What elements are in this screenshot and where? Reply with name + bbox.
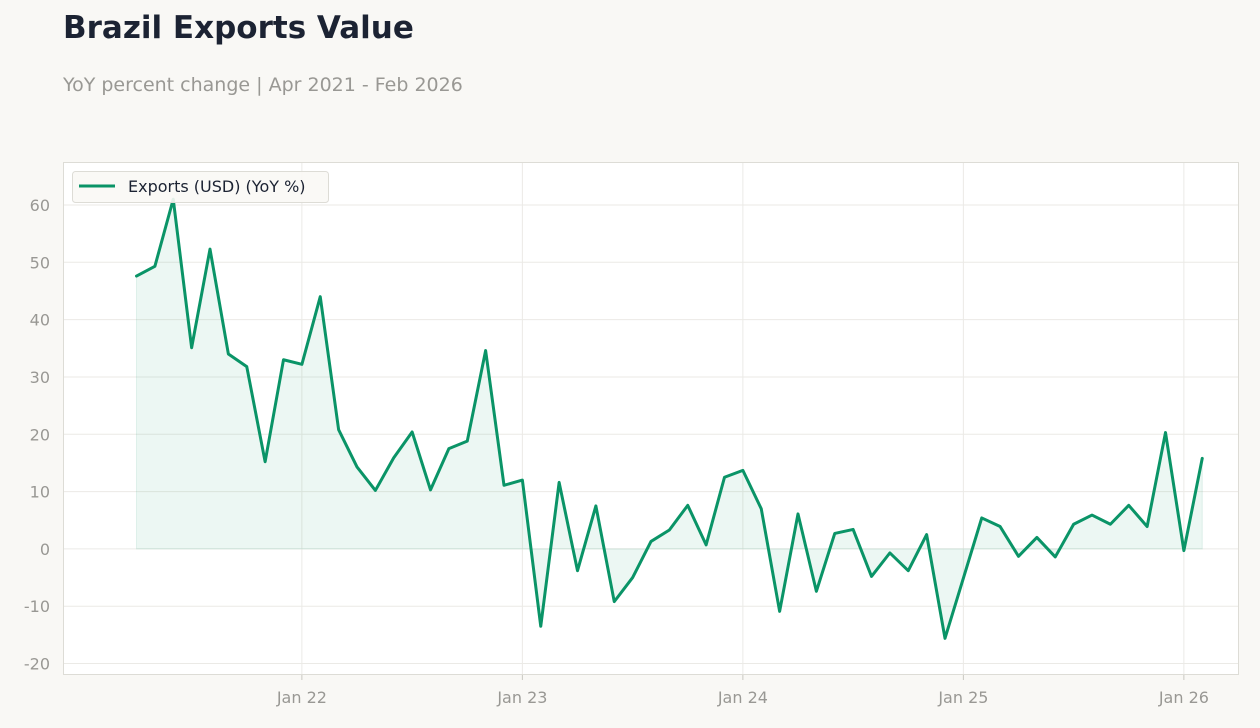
- data-point: [337, 428, 341, 432]
- data-point: [906, 569, 910, 573]
- data-point: [245, 365, 249, 369]
- data-point: [833, 531, 837, 535]
- data-point: [961, 576, 965, 580]
- data-point: [1200, 456, 1204, 460]
- data-point: [447, 447, 451, 451]
- legend-label: Exports (USD) (YoY %): [128, 177, 306, 196]
- data-point: [778, 609, 782, 613]
- y-tick-label: 30: [30, 368, 50, 387]
- data-point: [465, 439, 469, 443]
- x-tick-label: Jan 25: [937, 688, 988, 707]
- data-point: [373, 488, 377, 492]
- series-line: [135, 197, 1204, 640]
- data-point: [1108, 522, 1112, 526]
- data-point: [851, 527, 855, 531]
- data-point: [153, 264, 157, 268]
- y-tick-label: 40: [30, 311, 50, 330]
- data-point: [686, 503, 690, 507]
- data-point: [594, 504, 598, 508]
- data-point: [318, 295, 322, 299]
- data-point: [759, 507, 763, 511]
- y-tick-label: -10: [24, 597, 50, 616]
- plot-border: [63, 162, 1239, 675]
- data-point: [539, 624, 543, 628]
- y-tick-label: -20: [24, 655, 50, 674]
- data-point: [429, 488, 433, 492]
- data-point: [135, 274, 139, 278]
- data-point: [612, 600, 616, 604]
- data-point: [502, 483, 506, 487]
- data-point: [484, 349, 488, 353]
- data-point: [1164, 431, 1168, 435]
- x-tick-label: Jan 26: [1158, 688, 1209, 707]
- chart-subtitle: YoY percent change | Apr 2021 - Feb 2026: [63, 74, 463, 96]
- data-point: [208, 247, 212, 251]
- data-point: [631, 576, 635, 580]
- data-point: [814, 589, 818, 593]
- data-point: [392, 456, 396, 460]
- legend-box: [72, 171, 329, 203]
- data-point: [998, 525, 1002, 529]
- chart-title: Brazil Exports Value: [63, 10, 414, 46]
- y-tick-label: 50: [30, 253, 50, 272]
- data-point: [925, 533, 929, 537]
- data-point: [576, 569, 580, 573]
- data-point: [1145, 525, 1149, 529]
- data-point: [226, 352, 230, 356]
- data-point: [282, 358, 286, 362]
- data-point: [520, 478, 524, 482]
- data-point: [410, 430, 414, 434]
- data-point: [888, 551, 892, 555]
- y-tick-label: 0: [40, 540, 50, 559]
- y-tick-label: 20: [30, 425, 50, 444]
- data-point: [1127, 503, 1131, 507]
- data-point: [723, 475, 727, 479]
- x-tick-label: Jan 23: [496, 688, 547, 707]
- data-point: [667, 528, 671, 532]
- data-point: [1053, 555, 1057, 559]
- data-point: [1072, 522, 1076, 526]
- data-point: [943, 636, 947, 640]
- data-point: [741, 468, 745, 472]
- data-point: [1090, 513, 1094, 517]
- data-point: [355, 465, 359, 469]
- data-point: [1182, 549, 1186, 553]
- data-point: [300, 362, 304, 366]
- data-point: [190, 346, 194, 350]
- x-tick-label: Jan 22: [276, 688, 327, 707]
- legend: Exports (USD) (YoY %): [72, 171, 329, 203]
- data-point: [796, 512, 800, 516]
- data-point: [704, 543, 708, 547]
- data-point: [649, 539, 653, 543]
- data-point: [263, 460, 267, 464]
- data-point: [1035, 535, 1039, 539]
- plot-area: [63, 162, 1239, 675]
- data-point: [557, 480, 561, 484]
- data-point: [870, 574, 874, 578]
- data-point: [980, 516, 984, 520]
- y-tick-label: 60: [30, 196, 50, 215]
- y-tick-label: 10: [30, 483, 50, 502]
- x-tick-label: Jan 24: [717, 688, 768, 707]
- data-point: [1017, 554, 1021, 558]
